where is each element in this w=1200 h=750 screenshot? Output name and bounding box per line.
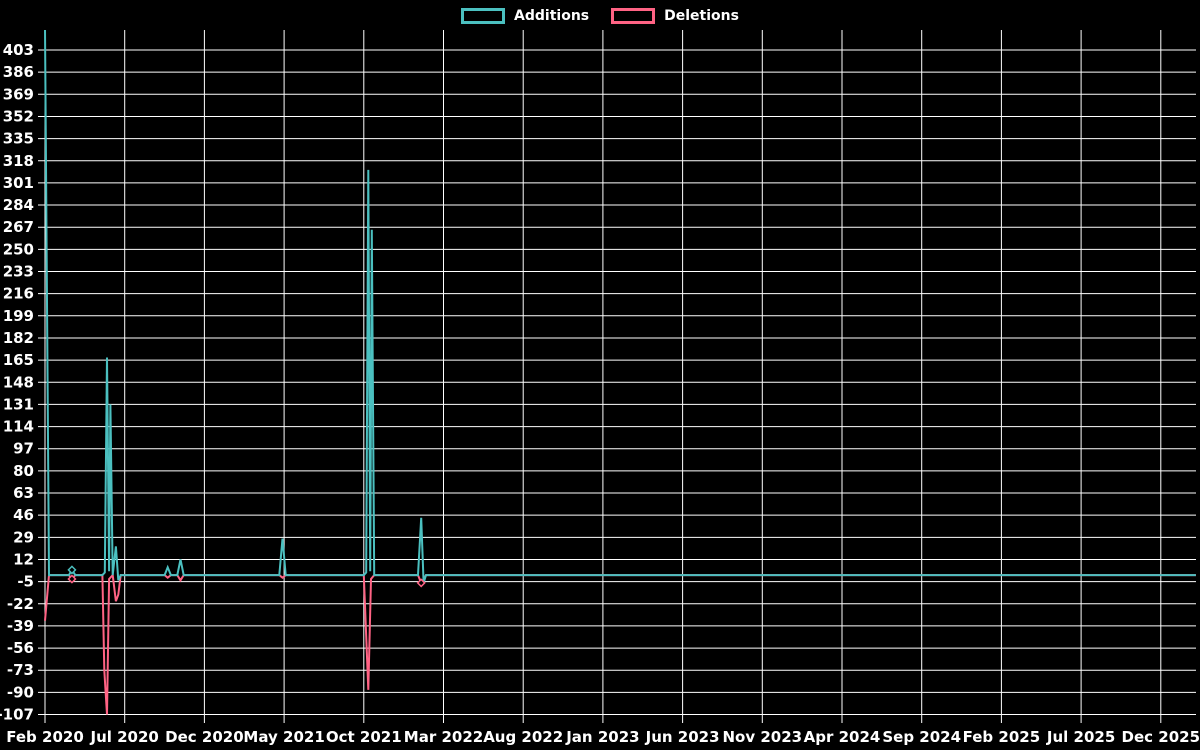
y-tick-label: 199 [3, 307, 34, 325]
y-tick-label: 63 [13, 484, 34, 502]
x-tick-label: Nov 2023 [722, 728, 802, 746]
x-tick-label: May 2021 [243, 728, 324, 746]
x-tick-label: Jun 2023 [645, 728, 720, 746]
x-tick-label: Jul 2025 [1046, 728, 1115, 746]
x-tick-label: Apr 2024 [804, 728, 881, 746]
y-tick-label: 335 [3, 130, 34, 148]
y-tick-label: 12 [13, 550, 34, 568]
x-tick-label: Mar 2022 [404, 728, 483, 746]
x-tick-label: Jan 2023 [565, 728, 639, 746]
y-tick-label: 318 [3, 152, 34, 170]
additions-line [44, 30, 1196, 584]
y-tick-label: 403 [3, 41, 34, 59]
deletions-swatch-icon [611, 8, 656, 24]
x-tick-label: Aug 2022 [483, 728, 563, 746]
y-tick-label: -90 [7, 683, 34, 701]
y-tick-label: -107 [0, 706, 34, 724]
y-tick-label: 46 [13, 506, 34, 524]
grid-horizontal [38, 49, 1196, 716]
plot-area[interactable] [38, 30, 1196, 716]
y-tick-label: 369 [3, 85, 34, 103]
y-tick-label: -56 [7, 639, 34, 657]
y-tick-label: -5 [17, 573, 34, 591]
additions-legend-label: Additions [514, 8, 590, 24]
y-tick-label: 267 [3, 218, 34, 236]
y-tick-label: 182 [3, 329, 34, 347]
deletions-legend-label: Deletions [664, 8, 739, 24]
grid-vertical [44, 30, 1162, 723]
y-tick-label: -39 [7, 617, 34, 635]
y-tick-label: 386 [3, 63, 34, 81]
y-tick-label: 148 [3, 373, 34, 391]
y-tick-label: 250 [3, 240, 34, 258]
y-tick-label: 131 [3, 395, 34, 413]
chart-legend: Additions Deletions [0, 8, 1200, 24]
y-axis-labels: 403 386 369 352 335 318 301 284 267 250 233 216 199 1… [0, 41, 34, 724]
x-tick-label: Dec 2020 [165, 728, 244, 746]
y-tick-label: 80 [13, 462, 34, 480]
x-tick-label: Jul 2020 [90, 728, 159, 746]
x-tick-label: Feb 2025 [963, 728, 1041, 746]
y-tick-label: 301 [3, 174, 34, 192]
y-tick-label: 29 [13, 528, 34, 546]
y-tick-label: 165 [3, 351, 34, 369]
deletions-point-marker [67, 574, 77, 584]
y-tick-label: 352 [3, 107, 34, 125]
y-tick-label: -73 [7, 661, 34, 679]
y-tick-label: 284 [3, 196, 34, 214]
x-tick-label: Dec 2025 [1122, 728, 1200, 746]
x-tick-label: Feb 2020 [6, 728, 84, 746]
x-tick-label: Sep 2024 [882, 728, 961, 746]
additions-point-marker [67, 565, 77, 575]
deletions-point-marker [416, 578, 426, 588]
y-tick-label: 114 [3, 418, 34, 436]
legend-item-additions[interactable]: Additions [461, 8, 589, 24]
x-axis-labels: Feb 2020 Jul 2020 Dec 2020 May 2021 Oct 2021… [6, 728, 1200, 746]
additions-swatch-icon [461, 8, 506, 24]
y-tick-label: -22 [7, 595, 34, 613]
y-tick-label: 216 [3, 285, 34, 303]
y-tick-label: 233 [3, 263, 34, 281]
y-tick-label: 97 [13, 440, 34, 458]
legend-item-deletions[interactable]: Deletions [611, 8, 739, 24]
x-tick-label: Oct 2021 [326, 728, 402, 746]
